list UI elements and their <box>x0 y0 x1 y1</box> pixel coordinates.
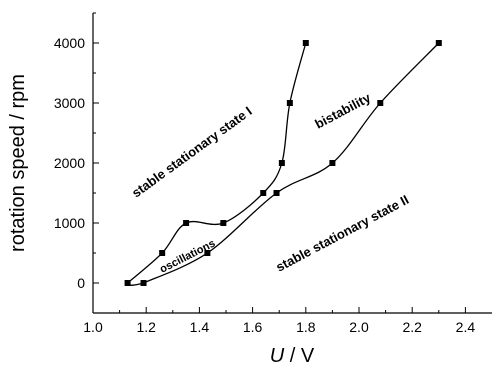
boundary-curve-2 <box>143 42 440 284</box>
data-point <box>140 280 147 286</box>
x-axis-title: U / V <box>270 345 315 367</box>
y-tick-label: 4000 <box>54 35 85 51</box>
data-point <box>183 220 190 226</box>
data-point <box>302 40 309 46</box>
x-tick-label: 2.4 <box>456 319 476 335</box>
x-tick-label: 1.4 <box>190 319 210 335</box>
annotation-bistability: bistability <box>312 90 373 132</box>
y-tick-label: 1000 <box>54 215 85 231</box>
data-point <box>273 190 280 196</box>
y-axis-title: rotation speed / rpm <box>7 74 29 252</box>
x-axis-unit: / V <box>284 345 315 367</box>
y-tick-label: 0 <box>77 275 85 291</box>
data-point <box>159 250 166 256</box>
data-point <box>329 160 336 166</box>
x-tick-label: 1.0 <box>83 319 103 335</box>
data-point <box>435 40 442 46</box>
data-point <box>204 250 211 256</box>
y-tick-label: 2000 <box>54 155 85 171</box>
x-tick-label: 2.0 <box>349 319 369 335</box>
y-tick-labels: 0 1000 2000 3000 4000 <box>54 35 85 291</box>
annotation-state2: stable stationary state II <box>273 192 411 275</box>
data-point <box>278 160 285 166</box>
x-tick-label: 1.2 <box>136 319 156 335</box>
data-point <box>286 100 293 106</box>
x-tick-label: 1.6 <box>243 319 263 335</box>
x-axis-symbol: U <box>270 345 285 367</box>
x-tick-label: 1.8 <box>296 319 316 335</box>
data-point <box>260 190 267 196</box>
annotation-state1: stable stationary state I <box>129 103 255 200</box>
ticks <box>92 12 466 314</box>
data-point <box>377 100 384 106</box>
annotation-oscillations: oscillations <box>158 238 217 276</box>
y-tick-label: 3000 <box>54 95 85 111</box>
data-points <box>124 40 442 286</box>
data-point <box>220 220 227 226</box>
data-point <box>124 280 131 286</box>
x-tick-label: 2.2 <box>402 319 422 335</box>
x-tick-labels: 1.0 1.2 1.4 1.6 1.8 2.0 2.2 2.4 <box>83 319 475 335</box>
